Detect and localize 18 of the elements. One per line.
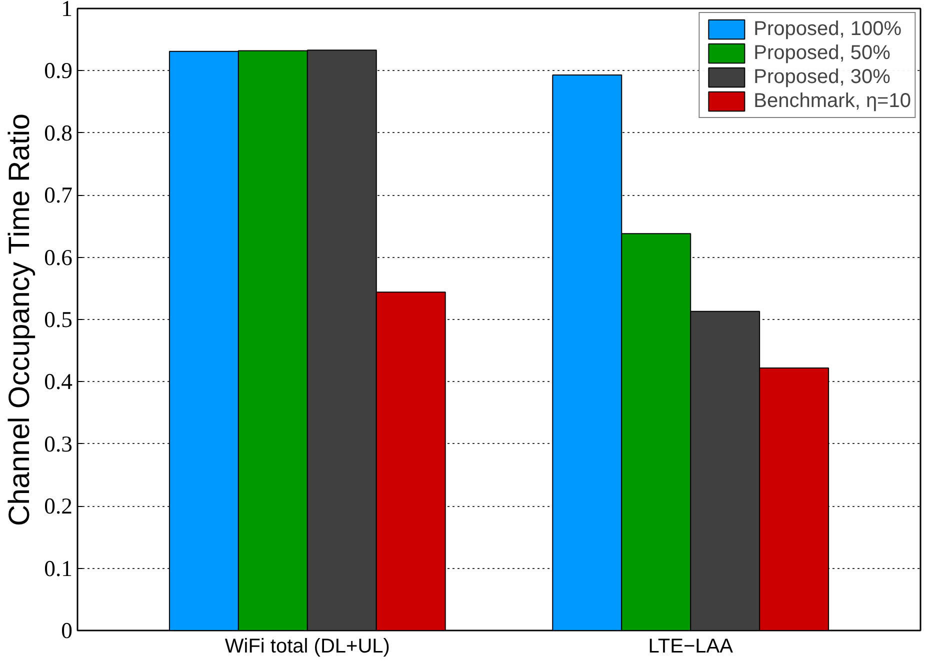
y-tick-label: 0.1 — [44, 556, 73, 581]
y-tick-label: 0.6 — [44, 244, 73, 270]
y-axis-title: Channel Occupancy Time Ratio — [3, 114, 36, 526]
y-tick-label: 0.3 — [44, 431, 73, 456]
y-tick-label: 0.7 — [44, 182, 73, 208]
y-tick-label: 0.4 — [44, 369, 73, 394]
legend-label: Benchmark, η=10 — [754, 90, 911, 112]
y-tick-label: 0.8 — [44, 120, 73, 146]
legend-label: Proposed, 30% — [754, 66, 890, 88]
y-tick-label: 0.9 — [44, 58, 73, 84]
legend-label: Proposed, 100% — [754, 18, 902, 40]
y-tick-label: 0.2 — [44, 494, 73, 519]
y-tick-label: 0.5 — [44, 307, 73, 332]
y-tick-label: 0 — [61, 618, 72, 643]
y-tick-label: 1 — [61, 0, 72, 21]
legend-label: Proposed, 50% — [754, 42, 890, 64]
x-tick-label: WiFi total (DL+UL) — [224, 636, 390, 658]
x-tick-label: LTE−LAA — [648, 636, 734, 658]
